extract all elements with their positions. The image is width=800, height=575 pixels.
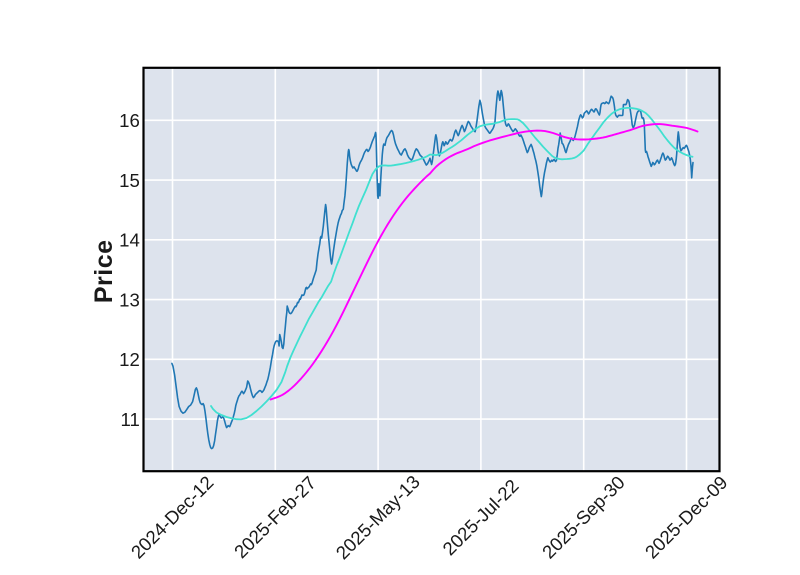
svg-text:13: 13 xyxy=(119,289,140,310)
svg-text:14: 14 xyxy=(119,230,140,251)
svg-text:12: 12 xyxy=(119,349,140,370)
svg-text:15: 15 xyxy=(119,170,140,191)
svg-text:16: 16 xyxy=(119,110,140,131)
svg-text:Price: Price xyxy=(90,239,118,303)
svg-text:11: 11 xyxy=(120,409,139,430)
